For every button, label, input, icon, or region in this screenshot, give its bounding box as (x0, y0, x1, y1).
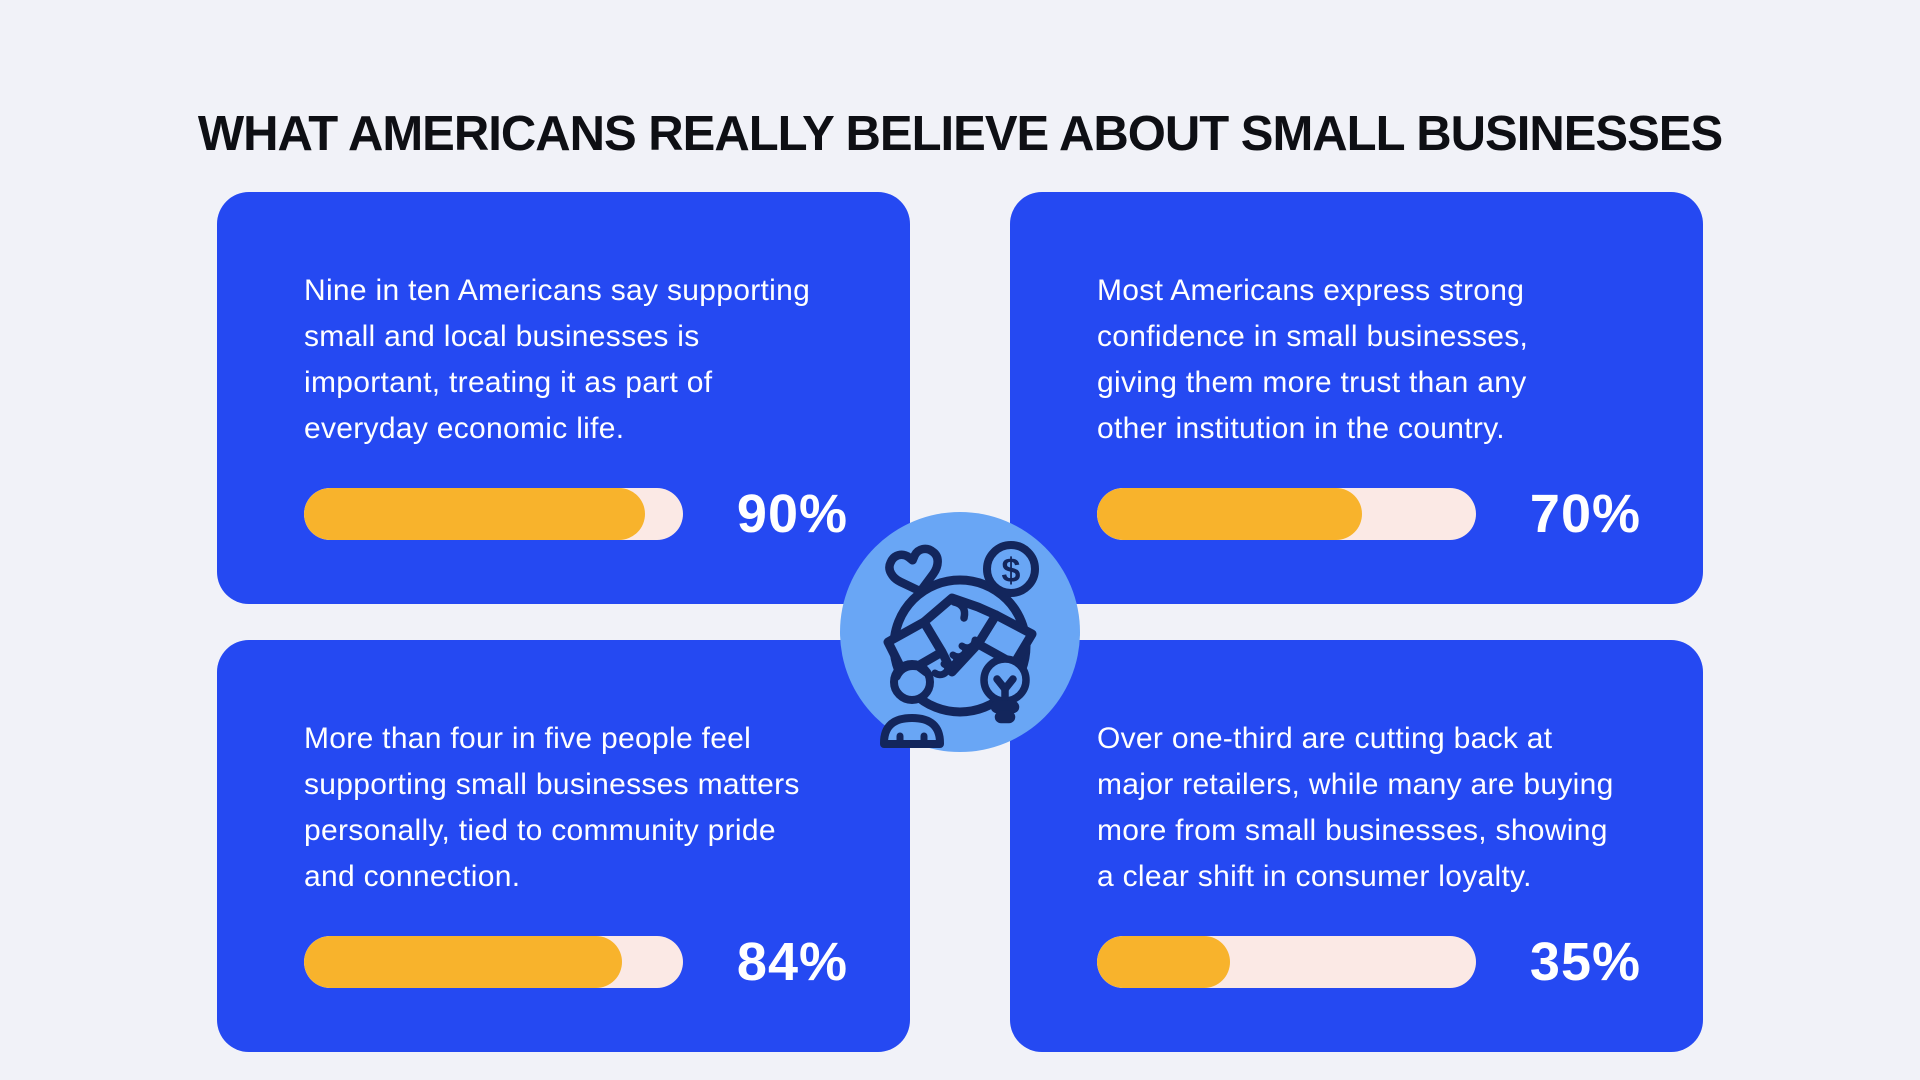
progress-bar-row: 84% (304, 931, 848, 993)
svg-text:$: $ (1002, 552, 1021, 590)
page-title: WHAT AMERICANS REALLY BELIEVE ABOUT SMAL… (197, 106, 1723, 161)
card-statement: Most Americans express strong confidence… (1097, 274, 1529, 445)
percent-value: 70% (1529, 484, 1641, 544)
progress-track (304, 488, 683, 540)
percent-value: 90% (736, 484, 848, 544)
lightbulb-icon (980, 655, 1030, 724)
stat-card-top-right: Most Americans express strong confidence… (1010, 192, 1703, 604)
progress-track (1097, 488, 1476, 540)
progress-bar-row: 70% (1097, 483, 1641, 545)
card-statement: Over one-third are cutting back at major… (1097, 722, 1614, 893)
dollar-coin-icon: $ (983, 541, 1039, 597)
progress-track (1097, 936, 1476, 988)
progress-fill (1097, 936, 1230, 988)
card-statement: Nine in ten Americans say supporting sma… (304, 274, 811, 445)
progress-bar-row: 90% (304, 483, 848, 545)
progress-fill (304, 488, 646, 540)
stat-card-top-left: Nine in ten Americans say supporting sma… (217, 192, 910, 604)
stat-card-bottom-left: More than four in five people feel suppo… (217, 640, 910, 1052)
progress-fill (1097, 488, 1363, 540)
percent-value: 35% (1529, 932, 1641, 992)
progress-fill (304, 936, 623, 988)
card-statement: More than four in five people feel suppo… (304, 722, 800, 893)
center-badge: $ (840, 512, 1080, 752)
stat-card-bottom-right: Over one-third are cutting back at major… (1010, 640, 1703, 1052)
community-handshake-icon: $ (880, 541, 1039, 748)
heart-icon (885, 544, 942, 596)
progress-track (304, 936, 683, 988)
person-icon (880, 660, 944, 748)
progress-bar-row: 35% (1097, 931, 1641, 993)
handshake-icon (883, 593, 1037, 679)
percent-value: 84% (736, 932, 848, 992)
